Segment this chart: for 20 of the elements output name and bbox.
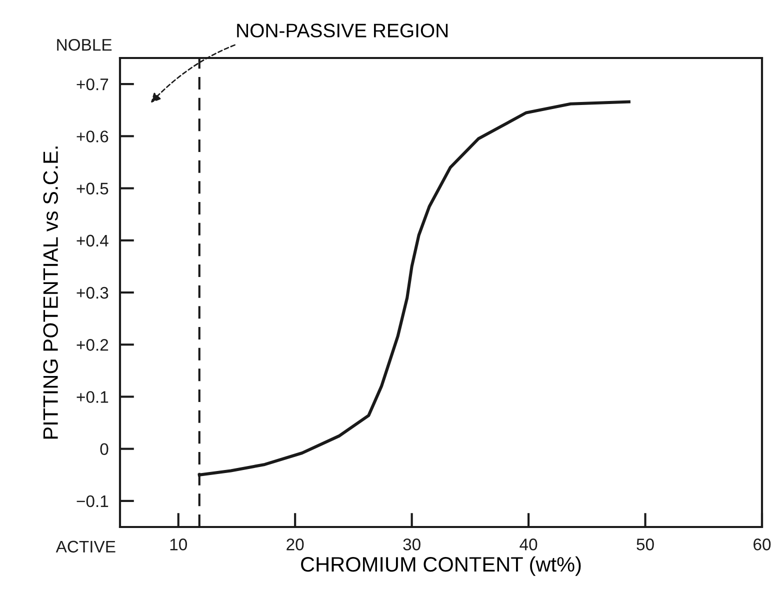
text: ACTIVE <box>56 540 116 553</box>
y-tick-label: +0.7 <box>76 78 108 90</box>
y-tick-label: +0.6 <box>76 130 108 142</box>
x-tick-label: 10 <box>170 538 187 550</box>
x-tick-label: 40 <box>520 538 538 550</box>
y-tick-label: +0.1 <box>76 391 108 403</box>
y-tick-label: 0 <box>100 443 108 456</box>
y-axis-title: PITTING POTENTIAL vs S.C.E. <box>43 146 58 439</box>
y-tick-label: +0.5 <box>76 182 108 194</box>
text: NOBLE <box>57 38 112 51</box>
y-tick-label: +0.3 <box>76 286 108 299</box>
y-tick-label: +0.4 <box>76 234 108 247</box>
x-tick-label: 60 <box>754 538 771 550</box>
x-axis-title: CHROMIUM CONTENT (wt%) <box>301 556 581 576</box>
x-tick-label: 50 <box>636 538 654 550</box>
x-tick-label: 20 <box>286 538 304 550</box>
text: NON-PASSIVE REGION <box>237 24 448 38</box>
y-tick-label: −0.1 <box>76 495 108 508</box>
x-tick-label: 30 <box>403 538 420 550</box>
y-tick-label: +0.2 <box>76 339 108 351</box>
